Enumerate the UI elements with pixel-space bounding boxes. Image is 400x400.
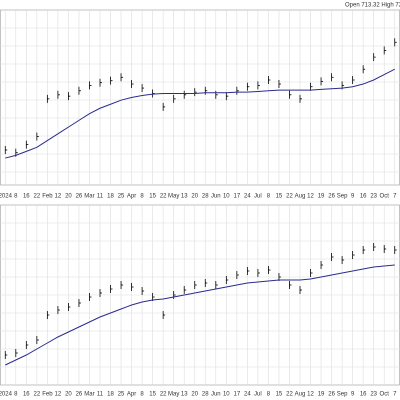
x-tick-label: 22 <box>160 392 167 398</box>
x-tick-label: 18 <box>107 392 114 398</box>
x-tick-label: 8 <box>267 392 271 398</box>
x-tick-label: 22 <box>160 194 167 200</box>
x-tick-label: Sep <box>337 194 348 200</box>
x-tick-label: Jun <box>211 194 221 200</box>
x-tick-label: 15 <box>149 392 156 398</box>
x-tick-label: May <box>168 194 179 200</box>
x-tick-label: 7 <box>393 194 397 200</box>
x-tick-label: 26 <box>76 194 83 200</box>
panel-frame <box>0 9 400 186</box>
x-tick-label: 25 <box>118 194 125 200</box>
x-tick-label: Jul <box>254 194 262 200</box>
x-tick-label: 13 <box>181 392 188 398</box>
x-tick-label: 8 <box>267 194 271 200</box>
x-tick-label: 22 <box>33 194 40 200</box>
x-tick-label: 17 <box>233 194 240 200</box>
x-tick-label: 7 <box>393 392 397 398</box>
x-tick-label: Jun <box>211 392 221 398</box>
x-tick-label: 26 <box>328 194 335 200</box>
x-tick-label: 18 <box>107 194 114 200</box>
x-tick-label: Mar <box>84 194 94 200</box>
x-tick-label: 17 <box>233 392 240 398</box>
x-tick-label: 9 <box>351 194 355 200</box>
x-tick-label: 16 <box>23 392 30 398</box>
x-tick-label: Sep <box>337 392 348 398</box>
x-tick-label: 23 <box>370 194 377 200</box>
x-tick-label: 24 <box>244 194 251 200</box>
x-tick-label: 8 <box>140 392 144 398</box>
x-tick-label: 8 <box>140 194 144 200</box>
x-tick-label: Feb <box>42 194 53 200</box>
x-tick-label: 28 <box>202 392 209 398</box>
x-tick-label: 26 <box>328 392 335 398</box>
x-tick-label: 28 <box>202 194 209 200</box>
moving-average <box>5 264 395 366</box>
x-tick-label: 20 <box>65 194 72 200</box>
x-tick-label: 24 <box>244 392 251 398</box>
x-tick-label: 10 <box>223 194 230 200</box>
x-tick-label: 15 <box>276 392 283 398</box>
x-tick-label: 9 <box>351 392 355 398</box>
x-tick-label: May <box>168 392 179 398</box>
x-tick-label: 20 <box>191 194 198 200</box>
x-tick-label: 13 <box>181 194 188 200</box>
x-tick-label: 16 <box>23 194 30 200</box>
x-tick-label: 8 <box>14 194 18 200</box>
x-tick-label: 11 <box>97 194 104 200</box>
x-tick-label: 15 <box>276 194 283 200</box>
x-tick-label: Apr <box>127 392 136 398</box>
x-tick-label: 26 <box>76 392 83 398</box>
moving-average <box>5 68 395 159</box>
x-tick-label: Jul <box>254 392 262 398</box>
x-tick-label: 12 <box>307 392 314 398</box>
x-tick-label: 22 <box>286 194 293 200</box>
ohlc-header: Open 713.32 High 72 <box>345 3 400 9</box>
x-tick-label: 23 <box>370 392 377 398</box>
x-tick-label: Apr <box>127 194 136 200</box>
x-tick-label: Aug <box>295 194 306 200</box>
x-tick-label: 2024 <box>0 194 13 200</box>
x-tick-label: Oct <box>380 194 390 200</box>
x-tick-label: 10 <box>223 392 230 398</box>
x-tick-label: 11 <box>97 392 104 398</box>
x-tick-label: 12 <box>55 392 62 398</box>
x-tick-label: 20 <box>65 392 72 398</box>
x-tick-label: Oct <box>380 392 390 398</box>
x-tick-label: 2024 <box>0 392 13 398</box>
x-tick-label: 20 <box>191 392 198 398</box>
x-tick-label: 16 <box>360 194 367 200</box>
x-tick-label: 12 <box>307 194 314 200</box>
x-tick-label: Feb <box>42 392 53 398</box>
x-tick-label: Aug <box>295 392 306 398</box>
x-tick-label: 22 <box>33 392 40 398</box>
x-tick-label: 19 <box>318 392 325 398</box>
x-tick-label: 15 <box>149 194 156 200</box>
x-tick-label: 12 <box>55 194 62 200</box>
x-tick-label: 16 <box>360 392 367 398</box>
x-tick-label: 8 <box>14 392 18 398</box>
x-tick-label: 25 <box>118 392 125 398</box>
x-tick-label: 22 <box>286 392 293 398</box>
x-tick-label: Mar <box>84 392 94 398</box>
x-tick-label: 19 <box>318 194 325 200</box>
